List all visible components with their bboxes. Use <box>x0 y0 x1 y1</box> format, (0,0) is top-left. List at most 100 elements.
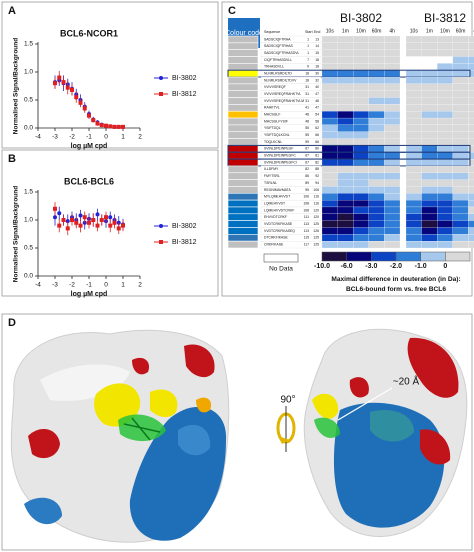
sequence: SADSCIQFTRHAS <box>264 44 294 48</box>
hdx-cell <box>452 97 469 105</box>
hdx-cell <box>452 90 469 98</box>
data-point <box>57 211 62 216</box>
hdx-cell <box>384 179 401 187</box>
data-point <box>112 220 117 225</box>
hdx-cell <box>468 241 474 249</box>
hdx-cell <box>437 241 453 249</box>
colour-code <box>227 117 259 126</box>
hdx-cell <box>337 97 354 105</box>
colour-code-label: Colour code <box>225 30 263 37</box>
hdx-cell <box>437 138 453 146</box>
hdx-cell <box>468 186 474 194</box>
hdx-cell <box>368 179 385 187</box>
hdx-cell <box>353 56 369 64</box>
hdx-cell <box>337 83 354 91</box>
hdx-cell <box>421 165 438 173</box>
y-tick-label: 0.0 <box>24 273 33 280</box>
hdx-cell <box>384 70 401 78</box>
hdx-cell <box>337 158 354 167</box>
hdx-cell <box>452 206 469 214</box>
data-point <box>99 123 104 128</box>
hdx-cell <box>421 63 438 71</box>
start: 108 <box>303 201 309 205</box>
hdx-cell <box>384 200 401 208</box>
hdx-cell <box>321 179 338 187</box>
scale-swatch <box>445 251 471 262</box>
start: 48 <box>305 119 309 123</box>
data-point <box>91 218 96 222</box>
scale-label: -6.0 <box>341 263 353 270</box>
end: 126 <box>313 229 319 233</box>
sequence: DTCRKFIKASE <box>264 236 288 240</box>
legend-label: BI-3802 <box>172 223 197 230</box>
start: 106 <box>303 195 309 199</box>
start: 41 <box>305 106 309 110</box>
hdx-cell <box>468 83 474 91</box>
hdx-cell <box>405 165 422 173</box>
hdx-cell <box>437 35 453 43</box>
data-point <box>108 124 113 129</box>
sequence: NLNRLRSRDILTD <box>264 72 292 76</box>
hdx-cell <box>421 124 438 132</box>
hdx-cell <box>353 117 369 126</box>
hdx-cell <box>353 76 369 84</box>
hdx-cell <box>353 152 369 160</box>
hdx-cell <box>437 200 453 208</box>
data-point <box>78 213 83 218</box>
data-point <box>82 215 87 220</box>
timepoint-header: 1m <box>426 28 433 34</box>
hdx-cell <box>353 111 369 119</box>
x-tick-label: 2 <box>138 134 142 141</box>
hdx-cell <box>353 220 369 228</box>
data-point <box>87 220 91 225</box>
hdx-cell <box>337 111 354 119</box>
legend-marker <box>159 224 163 228</box>
hdx-cell <box>468 193 474 201</box>
hdx-cell <box>321 138 338 146</box>
colour-code <box>227 83 259 92</box>
end: 66 <box>315 140 319 144</box>
hdx-cell <box>368 234 385 242</box>
colour-code <box>227 151 259 160</box>
hdx-cell <box>337 193 354 201</box>
hdx-cell <box>384 49 401 57</box>
colour-code <box>227 186 259 194</box>
colour-code <box>227 90 259 98</box>
hdx-cell <box>452 63 469 71</box>
start: 9 <box>307 65 309 69</box>
data-point <box>121 124 125 129</box>
hdx-cell <box>384 90 401 98</box>
hdx-cell <box>468 213 474 221</box>
panel-label: D <box>8 317 16 329</box>
x-tick-label: 0 <box>104 282 108 289</box>
timepoint-header: 10m <box>440 28 450 34</box>
hdx-cell <box>405 179 422 187</box>
timepoint-header: 10s <box>326 28 335 34</box>
sequence: FMYTSRL <box>264 174 280 178</box>
hdx-cell <box>437 104 453 112</box>
data-point <box>53 206 57 211</box>
end: 62 <box>315 126 319 130</box>
hdx-cell <box>437 227 453 235</box>
hdx-cell <box>421 145 438 153</box>
hdx-cell <box>321 131 338 139</box>
hdx-cell <box>437 49 453 57</box>
hdx-cell <box>337 172 354 180</box>
sequence: RAHKTVL <box>264 106 280 110</box>
hdx-cell <box>353 131 369 139</box>
hdx-cell <box>368 220 385 228</box>
hdx-cell <box>452 193 469 201</box>
hdx-cell <box>384 165 401 173</box>
hdx-cell <box>452 158 469 167</box>
hdx-cell <box>353 165 369 173</box>
start: 31 <box>305 85 309 89</box>
hdx-cell <box>437 70 453 78</box>
hdx-cell <box>353 124 369 132</box>
hdx-cell <box>405 70 422 78</box>
hdx-cell <box>337 234 354 242</box>
hdx-cell <box>421 186 438 194</box>
hdx-cell <box>421 220 438 228</box>
hdx-cell <box>353 90 369 98</box>
hdx-cell <box>368 111 385 119</box>
end: 80 <box>315 147 319 151</box>
